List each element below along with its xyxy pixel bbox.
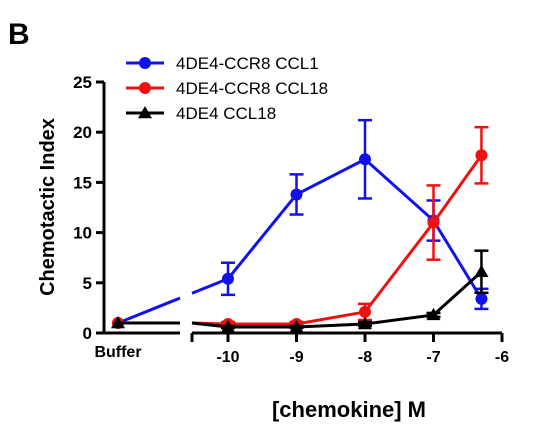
legend-item: 4DE4-CCR8 CCL1: [126, 54, 319, 73]
x-ticks: -10 -9 -8 -7 -6: [216, 333, 509, 366]
data-point: [426, 307, 441, 321]
data-point: [359, 305, 371, 318]
y-axis-label: Chemotactic Index: [37, 118, 59, 296]
x-tick-label: -10: [216, 349, 239, 366]
axes: [102, 82, 502, 342]
legend-marker: [139, 82, 151, 94]
x-tick-label: -6: [495, 349, 509, 366]
legend-label: 4DE4-CCR8 CCL1: [176, 54, 319, 73]
x-tick-label: -7: [426, 349, 440, 366]
data-point: [290, 188, 303, 201]
y-tick-label: 15: [73, 173, 92, 192]
legend: 4DE4-CCR8 CCL1 4DE4-CCR8 CCL18 4DE4 CCL18: [126, 54, 328, 123]
data-point: [475, 149, 488, 162]
data-point: [221, 319, 235, 333]
legend-label: 4DE4-CCR8 CCL18: [176, 79, 328, 98]
buffer-line: [117, 296, 181, 325]
y-tick-label: 0: [83, 324, 92, 343]
buffer-tick-label: Buffer: [94, 344, 141, 361]
legend-label: 4DE4 CCL18: [176, 104, 276, 123]
buffer-line: [191, 277, 229, 295]
y-ticks: 0 5 10 15 20 25: [73, 73, 104, 343]
series-2: [112, 125, 489, 330]
x-tick-label: -9: [289, 349, 303, 366]
data-point: [474, 264, 489, 278]
y-tick-label: 25: [73, 73, 92, 92]
legend-marker: [138, 106, 152, 119]
panel-label: B: [8, 18, 30, 51]
data-point: [289, 319, 304, 333]
legend-item: 4DE4-CCR8 CCL18: [126, 79, 328, 98]
data-point: [359, 153, 371, 166]
series-line: [228, 270, 483, 329]
x-axis-label: [chemokine] M: [272, 397, 426, 422]
data-series: [111, 118, 489, 333]
data-point: [358, 316, 372, 330]
buffer-point: [111, 315, 125, 329]
series-line: [226, 157, 483, 300]
y-tick-label: 10: [73, 224, 92, 243]
legend-item: 4DE4 CCL18: [126, 104, 276, 123]
x-tick-label: -8: [358, 349, 372, 366]
legend-marker: [139, 57, 151, 69]
series-3: [111, 249, 489, 333]
data-point: [427, 216, 440, 229]
data-point: [222, 272, 234, 285]
data-point: [475, 292, 488, 305]
y-tick-label: 5: [83, 274, 92, 293]
y-tick-label: 20: [73, 123, 92, 142]
